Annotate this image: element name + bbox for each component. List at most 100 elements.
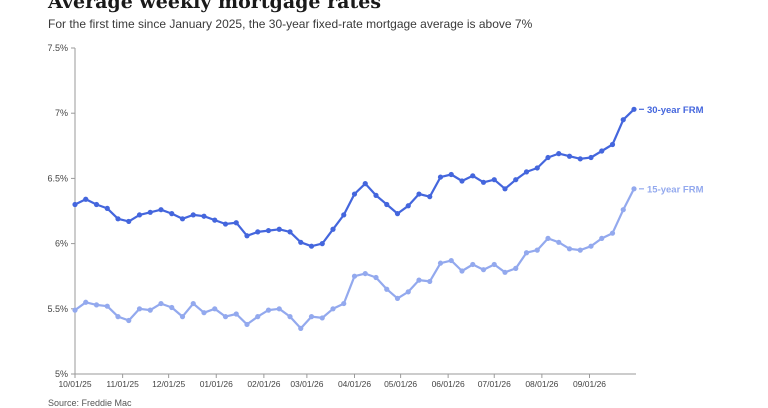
data-point-15-year xyxy=(179,314,186,320)
data-point-30-year xyxy=(147,209,153,215)
data-point-15-year xyxy=(222,314,229,320)
data-point-30-year xyxy=(437,174,444,180)
data-point-15-year xyxy=(362,270,368,277)
data-point-30-year xyxy=(126,218,132,225)
data-point-15-year xyxy=(212,306,218,312)
data-point-15-year xyxy=(437,260,444,266)
data-point-15-year xyxy=(115,314,121,320)
data-point-30-year xyxy=(308,243,315,249)
data-point-30-year xyxy=(545,154,551,161)
data-point-15-year xyxy=(599,235,605,241)
data-point-30-year xyxy=(534,165,540,171)
data-point-30-year xyxy=(115,216,121,222)
data-point-30-year xyxy=(330,226,336,232)
data-point-30-year xyxy=(523,169,530,175)
data-point-30-year xyxy=(556,151,562,157)
x-tick-label: 12/01/25 xyxy=(152,379,185,389)
data-point-30-year xyxy=(233,220,239,226)
data-point-30-year xyxy=(104,205,110,211)
data-point-15-year xyxy=(265,307,272,313)
data-point-15-year xyxy=(384,286,390,292)
data-point-15-year xyxy=(534,247,540,253)
data-point-30-year xyxy=(265,227,272,234)
data-point-30-year xyxy=(427,194,433,200)
x-tick-label: 01/01/26 xyxy=(200,379,233,389)
data-point-30-year xyxy=(179,216,186,222)
data-point-30-year xyxy=(609,141,616,148)
x-tick-label: 04/01/26 xyxy=(338,379,371,389)
data-point-15-year xyxy=(620,207,626,213)
data-point-30-year xyxy=(190,212,196,218)
data-point-30-year xyxy=(83,196,89,202)
data-point-15-year xyxy=(319,315,325,321)
data-point-30-year xyxy=(298,239,304,245)
data-point-15-year xyxy=(523,250,530,256)
data-point-15-year xyxy=(588,243,594,249)
data-point-30-year xyxy=(287,229,293,235)
data-point-15-year xyxy=(480,267,487,273)
series-line-30-year xyxy=(73,108,636,248)
data-point-15-year xyxy=(287,314,293,320)
data-point-15-year xyxy=(330,306,336,312)
data-point-30-year xyxy=(577,156,583,162)
data-point-15-year xyxy=(169,304,175,311)
data-point-15-year xyxy=(233,311,239,317)
data-point-30-year xyxy=(255,229,261,235)
data-point-30-year xyxy=(276,226,282,232)
data-point-30-year xyxy=(351,191,358,197)
data-point-15-year xyxy=(244,321,250,328)
data-point-15-year xyxy=(513,265,519,271)
data-point-15-year xyxy=(545,235,551,241)
chart-title: Average weekly mortgage rates xyxy=(48,0,382,13)
data-point-30-year xyxy=(158,207,164,213)
data-point-30-year xyxy=(631,106,637,112)
data-point-30-year xyxy=(319,241,325,247)
data-point-15-year xyxy=(351,273,358,279)
data-point-30-year xyxy=(491,177,497,183)
x-tick-label: 11/01/25 xyxy=(106,379,139,389)
data-point-15-year xyxy=(470,261,476,268)
y-tick-label: 7% xyxy=(55,108,68,118)
data-point-30-year xyxy=(362,181,368,187)
x-tick-label: 07/01/26 xyxy=(478,379,511,389)
data-point-15-year xyxy=(72,307,78,313)
data-point-15-year xyxy=(502,269,508,275)
data-point-15-year xyxy=(190,300,196,307)
data-point-30-year xyxy=(459,178,465,184)
x-tick-label: 03/01/26 xyxy=(290,379,323,389)
data-point-15-year xyxy=(491,261,497,268)
x-tick-label: 09/01/26 xyxy=(573,379,606,389)
y-tick-label: 5.5% xyxy=(47,304,68,314)
data-point-15-year xyxy=(308,314,315,320)
y-tick-label: 6% xyxy=(55,239,68,249)
x-tick-label: 05/01/26 xyxy=(384,379,417,389)
data-point-15-year xyxy=(104,303,110,309)
chart-subtitle: For the first time since January 2025, t… xyxy=(48,17,533,31)
data-point-15-year xyxy=(394,295,401,301)
data-point-30-year xyxy=(405,203,411,209)
data-point-30-year xyxy=(470,173,476,179)
x-tick-label: 02/01/26 xyxy=(247,379,280,389)
data-point-15-year xyxy=(427,278,433,285)
data-point-15-year xyxy=(577,247,583,253)
data-point-15-year xyxy=(405,289,411,295)
data-point-15-year xyxy=(566,246,573,252)
y-tick-label: 7.5% xyxy=(47,43,68,53)
data-point-15-year xyxy=(448,257,454,264)
data-point-30-year xyxy=(599,148,605,154)
data-point-30-year xyxy=(394,211,401,217)
data-point-30-year xyxy=(212,217,218,223)
data-point-30-year xyxy=(72,201,78,208)
data-point-30-year xyxy=(448,171,454,178)
data-point-30-year xyxy=(222,221,229,227)
data-point-30-year xyxy=(416,191,422,197)
series-label-30-year: 30-year FRM xyxy=(647,105,704,116)
data-point-15-year xyxy=(255,314,261,320)
data-point-30-year xyxy=(384,201,390,208)
data-point-15-year xyxy=(459,268,465,274)
data-point-30-year xyxy=(244,233,250,239)
series-label-15-year: 15-year FRM xyxy=(647,184,704,195)
data-point-30-year xyxy=(502,186,508,192)
